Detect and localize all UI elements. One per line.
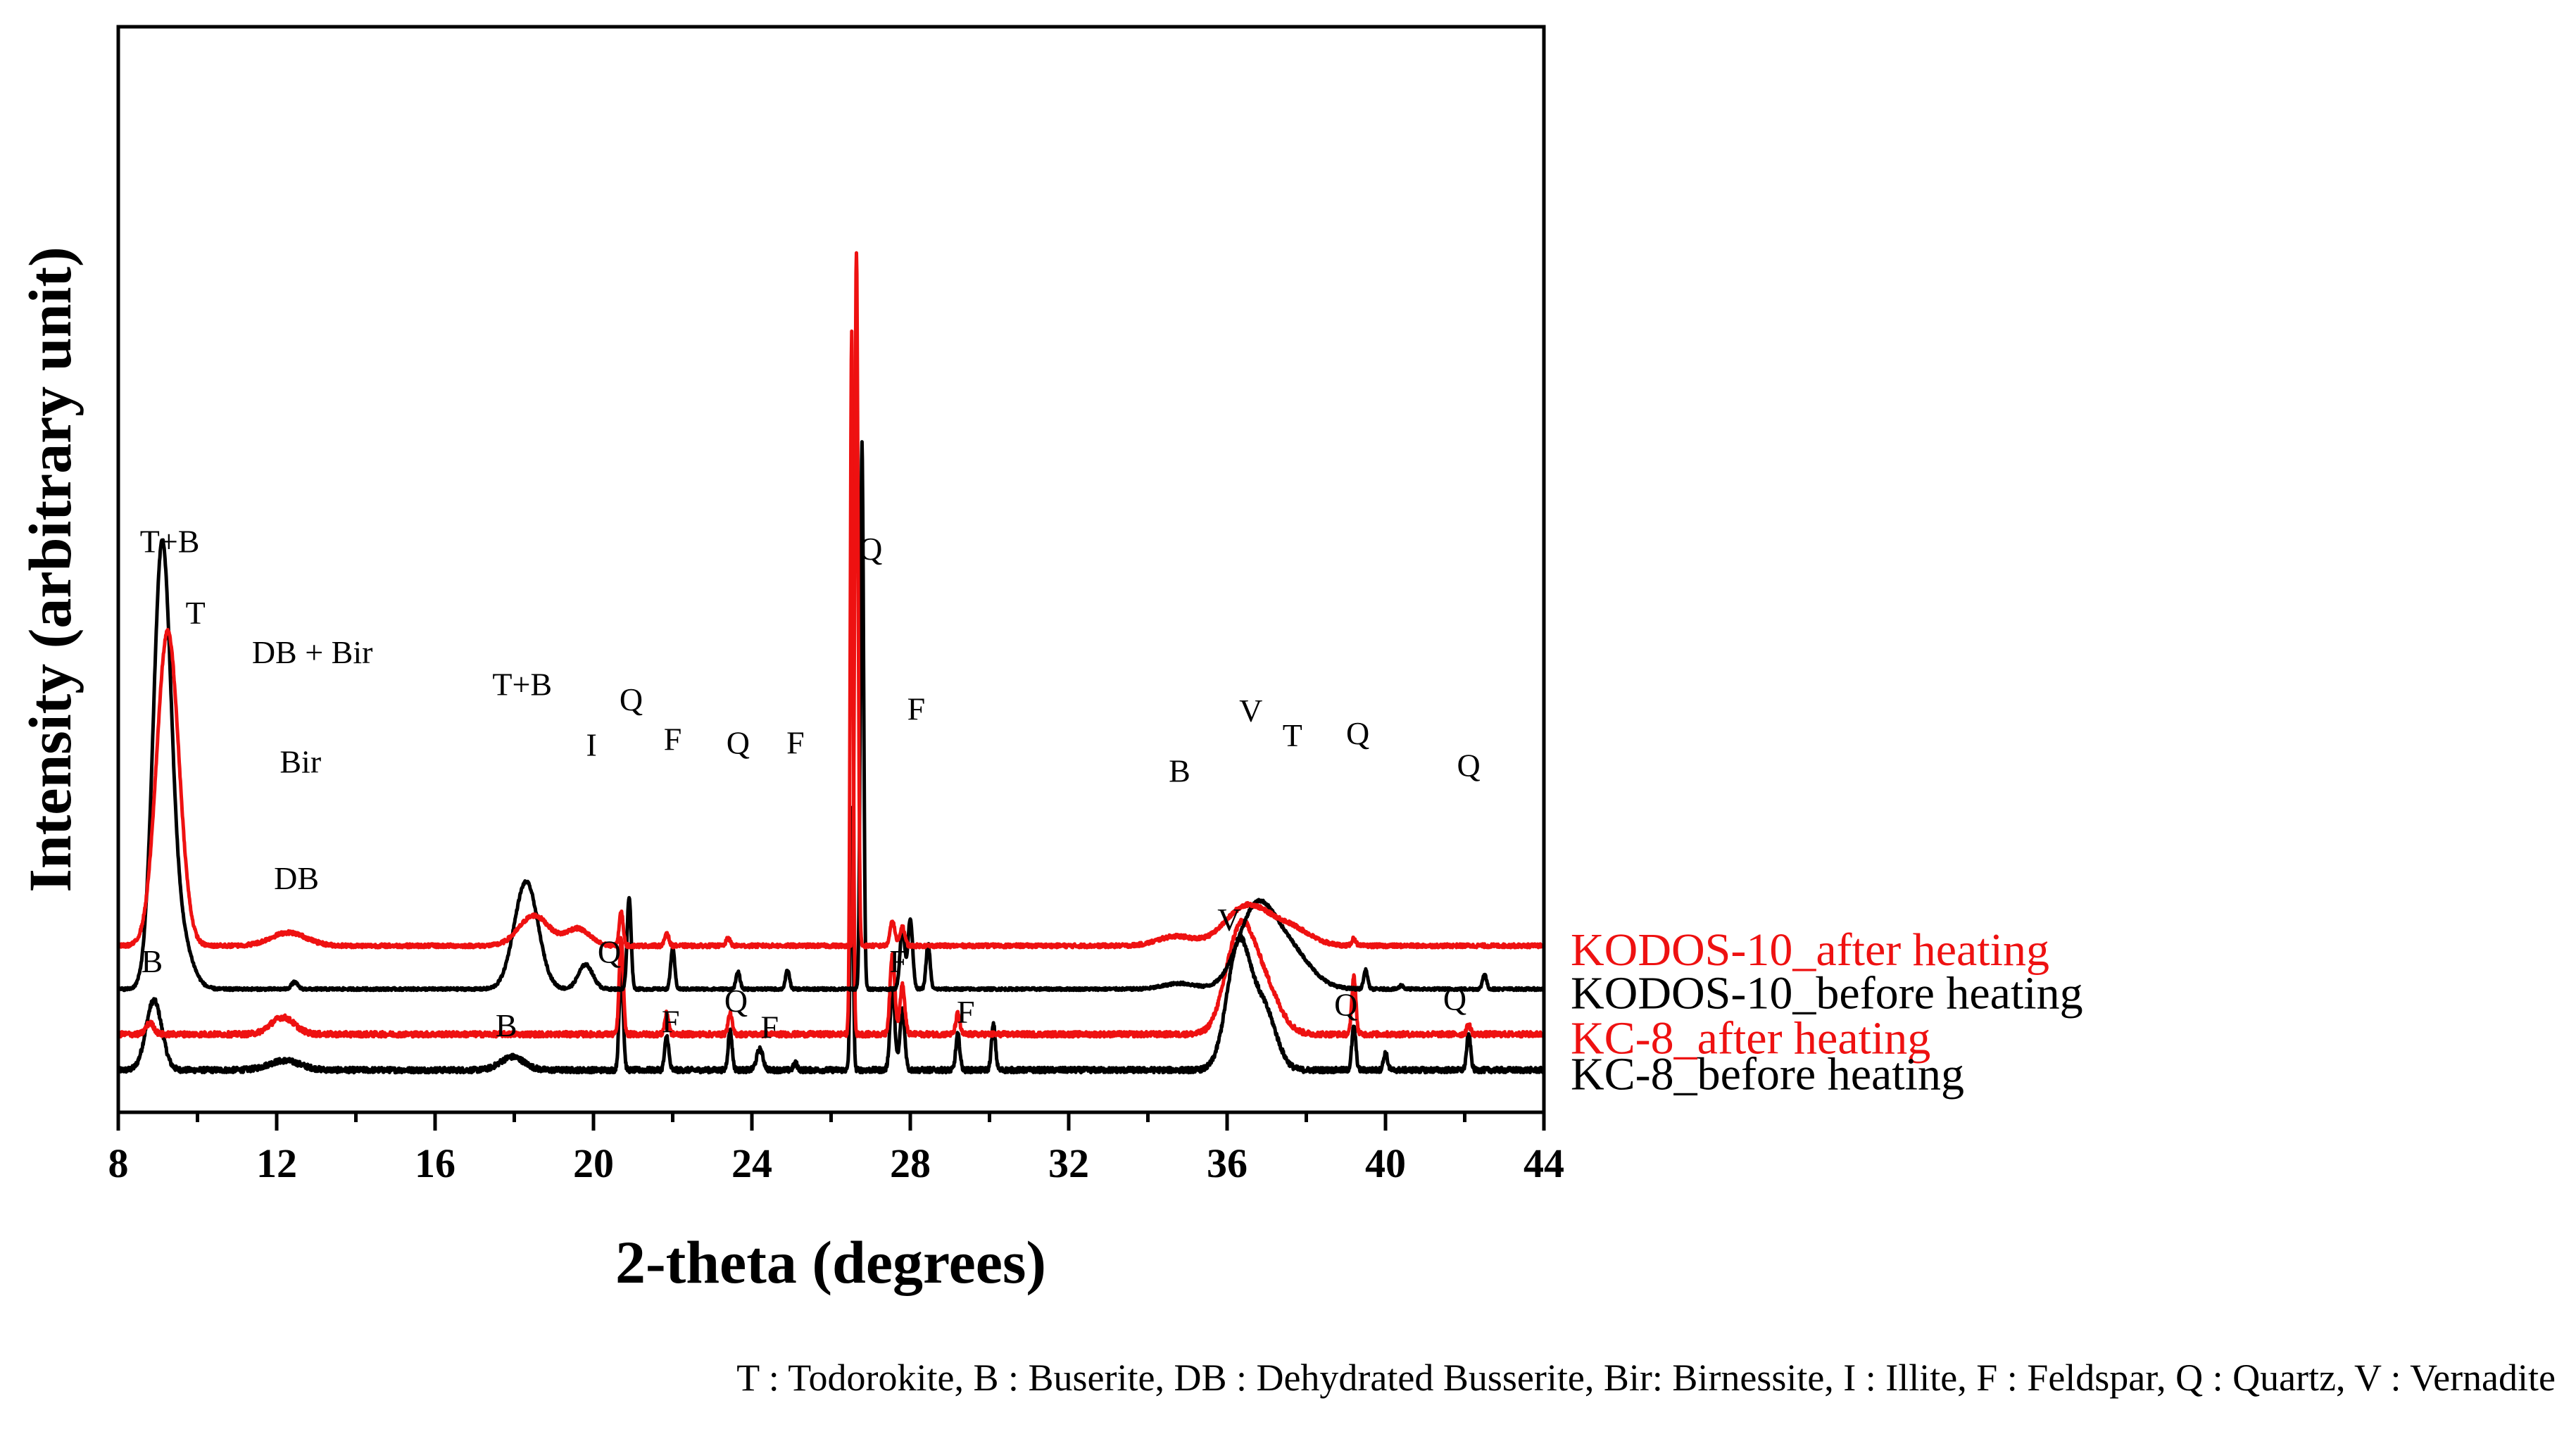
x-tick-label: 8 xyxy=(108,1140,129,1186)
peak-label: B xyxy=(1169,753,1190,789)
peak-label: F xyxy=(889,943,907,979)
peak-label: B xyxy=(496,1007,517,1043)
peak-label: T+B xyxy=(492,667,552,703)
plot-frame xyxy=(116,25,1546,1114)
series-line-3 xyxy=(116,805,1546,1075)
x-tick-label: 24 xyxy=(731,1140,772,1186)
peak-label: T xyxy=(186,595,206,631)
peak-label: Q xyxy=(620,681,643,717)
peak-label: V xyxy=(1239,693,1262,729)
peak-label: T+B xyxy=(140,523,200,559)
peak-label: T xyxy=(1283,717,1302,753)
peak-label: F xyxy=(907,691,926,727)
peak-label: DB + Bir xyxy=(252,634,373,670)
series-label-3: KC-8_before heating xyxy=(1571,1048,1964,1100)
series-label-0: KODOS-10_after heating xyxy=(1571,924,2049,976)
peak-label: I xyxy=(586,727,597,762)
peak-label: Q xyxy=(724,983,748,1019)
legend-text: T : Todorokite, B : Buserite, DB : Dehyd… xyxy=(736,1357,2556,1399)
series-line-0 xyxy=(117,251,1546,950)
series-label-2: KC-8_after heating xyxy=(1571,1013,1930,1064)
y-axis-title: Intensity (arbitrary unit) xyxy=(16,246,84,892)
x-tick-label: 44 xyxy=(1523,1140,1564,1186)
x-tick-label: 20 xyxy=(573,1140,614,1186)
x-tick-label: 40 xyxy=(1365,1140,1406,1186)
peak-label: DB xyxy=(274,860,319,896)
peak-label: Bir xyxy=(279,743,321,779)
peak-label: F xyxy=(786,725,805,761)
series-line-2 xyxy=(117,329,1545,1039)
series-line-1 xyxy=(116,440,1545,993)
peak-label: F xyxy=(662,1004,680,1040)
peak-label: Q xyxy=(1457,748,1481,784)
peak-label: Q xyxy=(598,934,621,970)
x-tick-label: 12 xyxy=(256,1140,297,1186)
x-tick-label: 36 xyxy=(1207,1140,1248,1186)
peak-label: Q xyxy=(1443,981,1466,1017)
peak-label: Q xyxy=(1334,986,1357,1022)
peak-label: F xyxy=(957,994,975,1030)
peak-label: Q xyxy=(727,725,750,761)
series-lines xyxy=(116,251,1546,1075)
peak-label: F xyxy=(664,721,682,757)
peak-label: F xyxy=(761,1010,779,1045)
peak-label: V xyxy=(1217,902,1240,938)
peak-label: B xyxy=(141,943,163,979)
peak-label: Q xyxy=(859,531,882,567)
x-tick-label: 28 xyxy=(890,1140,931,1186)
x-tick-label: 32 xyxy=(1048,1140,1089,1186)
series-label-1: KODOS-10_before heating xyxy=(1571,967,2083,1019)
peak-label: Q xyxy=(1346,715,1369,751)
x-axis: 8 12 16 20 24 28 32 36 40 44 xyxy=(108,1112,1564,1186)
x-tick-label: 16 xyxy=(415,1140,455,1186)
x-axis-title: 2-theta (degrees) xyxy=(615,1228,1046,1296)
